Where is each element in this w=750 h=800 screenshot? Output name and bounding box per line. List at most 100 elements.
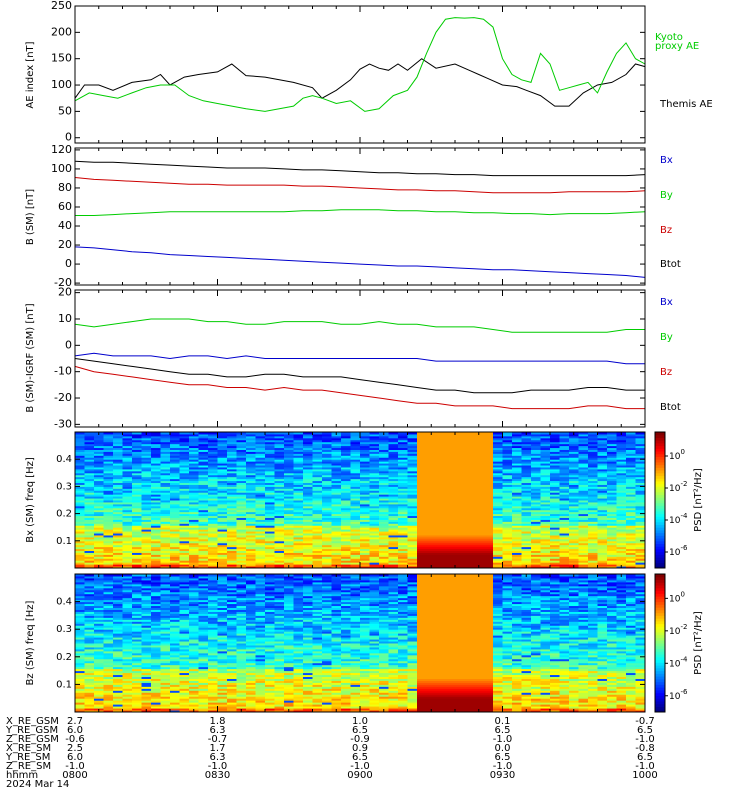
- spectrogram-cell: [455, 540, 465, 544]
- spectrogram-cell: [445, 447, 456, 450]
- spectrogram-cell: [626, 451, 636, 454]
- spectrogram-cell: [179, 544, 190, 548]
- spectrogram-cell: [521, 459, 532, 462]
- spectrogram-cell: [94, 468, 104, 472]
- spectrogram-cell: [84, 566, 95, 569]
- spectrogram-cell: [407, 529, 418, 532]
- spectrogram-cell: [331, 439, 342, 443]
- spectrogram-cell: [141, 480, 152, 484]
- spectrogram-cell: [75, 670, 85, 674]
- spectrogram-cell: [474, 488, 484, 491]
- spectrogram-cell: [189, 484, 199, 487]
- spectrogram-cell: [597, 564, 608, 567]
- spectrogram-cell: [179, 451, 190, 454]
- spectrogram-cell: [445, 488, 456, 491]
- spectrogram-cell: [170, 476, 180, 480]
- spectrogram-cell: [626, 540, 636, 544]
- spectrogram-cell: [198, 482, 209, 485]
- spectrogram-cell: [75, 589, 85, 593]
- spectrogram-cell: [322, 486, 332, 489]
- spectrogram-cell: [331, 455, 342, 458]
- spectrogram-cell: [122, 447, 133, 450]
- spectrogram-cell: [407, 480, 418, 484]
- spectrogram-cell: [75, 447, 85, 450]
- spectrogram-cell: [483, 472, 494, 476]
- spectrogram-cell: [578, 529, 589, 532]
- spectrogram-cell: [502, 509, 513, 513]
- spectrogram-cell: [284, 517, 294, 520]
- spectrogram-cell: [597, 463, 608, 466]
- spectrogram-cell: [635, 449, 646, 452]
- spectrogram-cell: [531, 548, 541, 552]
- spectrogram-cell: [464, 433, 475, 437]
- spectrogram-cell: [246, 455, 256, 458]
- spectrogram-cell: [113, 692, 123, 695]
- spectrogram-cell: [455, 507, 465, 511]
- spectrogram-cell: [635, 562, 646, 565]
- spectrogram-cell: [540, 562, 551, 565]
- spectrogram-cell: [578, 455, 589, 458]
- spectrogram-cell: [236, 433, 247, 437]
- spectrogram-cell: [569, 445, 579, 449]
- spectrogram-cell: [75, 587, 85, 591]
- spectrogram-cell: [284, 527, 294, 530]
- spectrogram-cell: [531, 432, 541, 435]
- spectrogram-cell: [350, 546, 361, 550]
- spectrogram-cell: [160, 433, 171, 437]
- spectrogram-cell: [502, 505, 513, 509]
- spectrogram-cell: [426, 562, 437, 565]
- spectrogram-cell: [274, 441, 285, 445]
- spectrogram-cell: [208, 534, 218, 538]
- spectrogram-cell: [312, 556, 323, 559]
- spectrogram-cell: [607, 511, 617, 515]
- spectrogram-cell: [464, 548, 475, 552]
- spectrogram-cell: [208, 445, 218, 449]
- spectrogram-cell: [445, 564, 456, 567]
- spectrogram-cell: [94, 540, 104, 544]
- spectrogram-cell: [379, 466, 389, 470]
- spectrogram-cell: [417, 505, 427, 509]
- spectrogram-cell: [122, 625, 133, 628]
- spectrogram-cell: [588, 461, 598, 464]
- spectrogram-cell: [132, 433, 142, 437]
- spectrogram-cell: [426, 472, 437, 476]
- spectrogram-cell: [122, 662, 133, 666]
- spectrogram-cell: [160, 439, 171, 443]
- spectrogram-cell: [474, 451, 484, 454]
- spectrogram-cell: [521, 501, 532, 505]
- spectrogram-cell: [84, 650, 95, 654]
- spectrogram-cell: [502, 540, 513, 544]
- spectrogram-cell: [151, 453, 161, 456]
- spectrogram-cell: [559, 534, 570, 538]
- spectrogram-cell: [227, 486, 237, 489]
- spectrogram-cell: [322, 478, 332, 482]
- spectrogram-cell: [284, 501, 294, 505]
- spectrogram-cell: [455, 521, 465, 524]
- spectrogram-cell: [502, 536, 513, 540]
- spectrogram-cell: [379, 550, 389, 553]
- spectrogram-cell: [597, 470, 608, 474]
- spectrogram-cell: [388, 519, 399, 522]
- spectrogram-cell: [84, 706, 95, 709]
- spectrogram-cell: [436, 453, 446, 456]
- spectrogram-cell: [274, 501, 285, 505]
- spectrogram-cell: [578, 439, 589, 443]
- colorbar-cell: [655, 535, 665, 539]
- spectrogram-cell: [369, 501, 380, 505]
- spectrogram-cell: [521, 465, 532, 468]
- spectrogram-cell: [512, 544, 522, 548]
- spectrogram-cell: [588, 552, 598, 555]
- spectrogram-cell: [75, 680, 85, 683]
- spectrogram-cell: [189, 461, 199, 464]
- spectrogram-cell: [94, 511, 104, 515]
- spectrogram-cell: [103, 591, 114, 595]
- spectrogram-cell: [578, 507, 589, 511]
- spectrogram-cell: [512, 494, 522, 497]
- spectrogram-cell: [350, 511, 361, 515]
- spectrogram-cell: [103, 637, 114, 640]
- spectrogram-cell: [398, 500, 408, 503]
- spectrogram-cell: [388, 511, 399, 515]
- spectrogram-cell: [94, 682, 104, 685]
- spectrogram-cell: [521, 533, 532, 536]
- spectrogram-cell: [607, 486, 617, 489]
